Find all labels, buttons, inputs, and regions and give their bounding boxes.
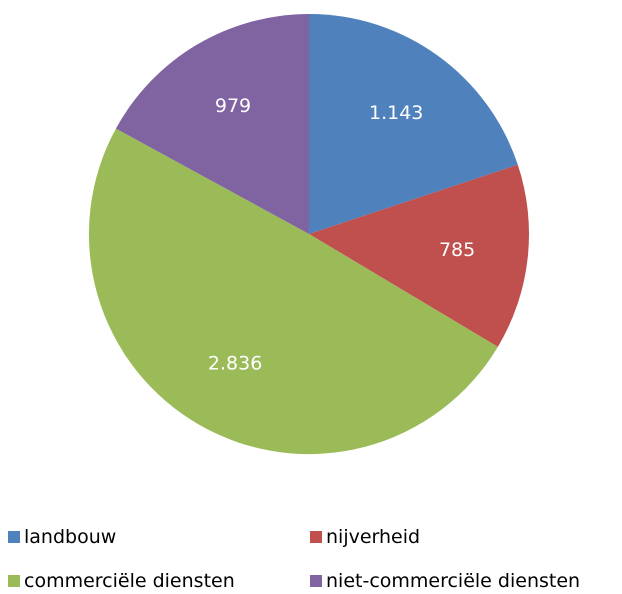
legend-item-landbouw: landbouw xyxy=(8,524,310,550)
pie-slice-commerciele-diensten xyxy=(88,128,498,455)
pie-slice-landbouw xyxy=(309,14,518,234)
legend-swatch-niet-commerciele-diensten xyxy=(310,575,322,587)
legend-swatch-landbouw xyxy=(8,531,20,543)
legend-swatch-nijverheid xyxy=(310,531,322,543)
legend-label-commerciele-diensten: commerciële diensten xyxy=(24,570,235,592)
legend-label-nijverheid: nijverheid xyxy=(326,526,421,548)
pie-chart: 1.143 785 2.836 979 xyxy=(88,14,529,455)
legend-item-niet-commerciele-diensten: niet-commerciële diensten xyxy=(310,568,622,594)
value-label-niet-commerciele-diensten: 979 xyxy=(215,95,251,117)
legend-item-commerciele-diensten: commerciële diensten xyxy=(8,568,310,594)
legend-item-nijverheid: nijverheid xyxy=(310,524,622,550)
pie-value-labels: 1.143 785 2.836 979 xyxy=(208,95,475,374)
pie-slices xyxy=(88,14,529,455)
pie-slice-nijverheid xyxy=(309,164,529,347)
value-label-landbouw: 1.143 xyxy=(369,102,423,124)
value-label-commerciele-diensten: 2.836 xyxy=(208,352,262,374)
value-label-nijverheid: 785 xyxy=(439,239,475,261)
pie-slice-niet-commerciele-diensten xyxy=(115,14,310,234)
legend-swatch-commerciele-diensten xyxy=(8,575,20,587)
legend-label-landbouw: landbouw xyxy=(24,526,117,548)
legend-label-niet-commerciele-diensten: niet-commerciële diensten xyxy=(326,570,581,592)
legend: landbouw nijverheid commerciële diensten… xyxy=(8,524,622,594)
